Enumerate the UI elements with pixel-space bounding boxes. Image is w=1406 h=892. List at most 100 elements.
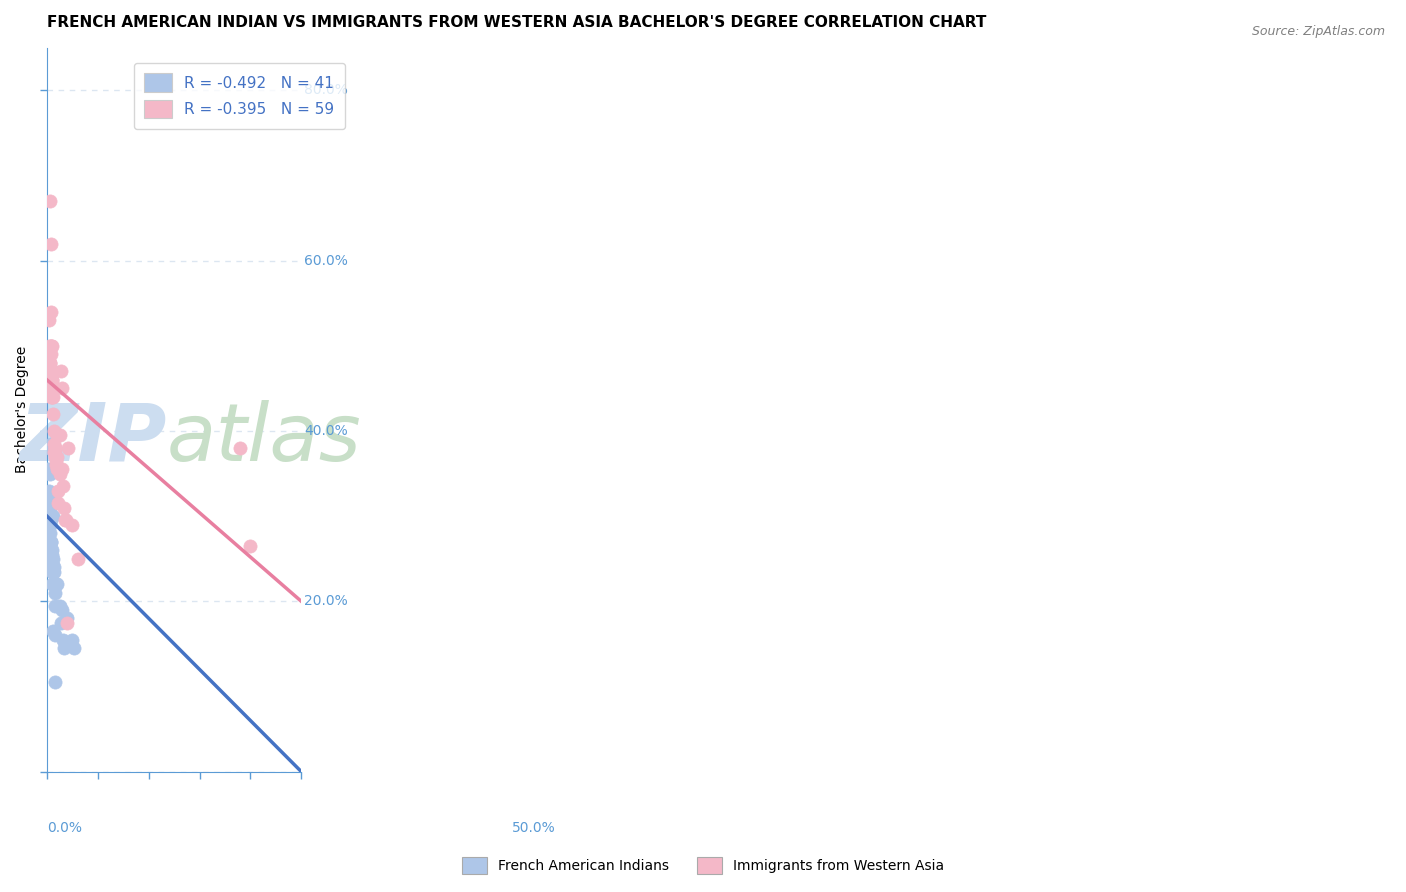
Point [46, 428, 69, 442]
Point [41, 390, 63, 404]
Point [44, 441, 66, 455]
Point [39, 194, 62, 208]
Point [52, 479, 75, 493]
Legend: French American Indians, Immigrants from Western Asia: French American Indians, Immigrants from… [456, 850, 950, 880]
Point [37, 373, 59, 387]
Point [41, 548, 63, 562]
Point [44, 675, 66, 690]
Point [42, 577, 65, 591]
Point [39, 382, 62, 396]
Point [38, 467, 60, 481]
Point [39, 305, 62, 319]
Text: atlas: atlas [166, 400, 361, 478]
Point [39, 356, 62, 370]
Point [45, 462, 67, 476]
Point [41, 543, 63, 558]
Point [39, 517, 62, 532]
Point [38, 509, 60, 524]
Point [37, 462, 59, 476]
Point [44, 445, 66, 459]
Point [51, 382, 73, 396]
Point [42, 424, 65, 438]
Point [51, 462, 73, 476]
Point [38, 526, 60, 541]
Point [39, 339, 62, 353]
Point [229, 441, 252, 455]
Point [39, 560, 62, 574]
Text: FRENCH AMERICAN INDIAN VS IMMIGRANTS FROM WESTERN ASIA BACHELOR'S DEGREE CORRELA: FRENCH AMERICAN INDIAN VS IMMIGRANTS FRO… [46, 15, 987, 30]
Point [51, 603, 73, 617]
Point [38, 313, 60, 327]
Point [44, 450, 66, 464]
Point [52, 641, 75, 656]
Point [51, 364, 73, 378]
Point [58, 441, 80, 455]
Point [44, 586, 66, 600]
Point [39, 390, 62, 404]
Point [62, 517, 84, 532]
Point [45, 577, 67, 591]
Point [42, 437, 65, 451]
Point [56, 615, 79, 630]
Point [42, 565, 65, 579]
Text: 80.0%: 80.0% [305, 84, 349, 97]
Point [51, 615, 73, 630]
Text: 60.0%: 60.0% [305, 253, 349, 268]
Point [42, 364, 65, 378]
Point [38, 356, 60, 370]
Point [45, 458, 67, 472]
Point [52, 632, 75, 647]
Point [49, 467, 72, 481]
Point [42, 565, 65, 579]
Point [46, 577, 69, 591]
Point [39, 347, 62, 361]
Point [239, 539, 262, 553]
Point [39, 373, 62, 387]
Point [55, 513, 77, 527]
Text: 50.0%: 50.0% [512, 821, 555, 835]
Point [39, 373, 62, 387]
Point [49, 599, 72, 613]
Point [41, 509, 63, 524]
Point [41, 373, 63, 387]
Point [39, 500, 62, 515]
Y-axis label: Bachelor's Degree: Bachelor's Degree [15, 346, 30, 474]
Legend: R = -0.492   N = 41, R = -0.395   N = 59: R = -0.492 N = 41, R = -0.395 N = 59 [134, 62, 344, 129]
Point [41, 407, 63, 421]
Point [56, 611, 79, 625]
Point [38, 382, 60, 396]
Point [46, 483, 69, 498]
Point [41, 565, 63, 579]
Point [66, 551, 89, 566]
Point [44, 441, 66, 455]
Point [41, 551, 63, 566]
Point [42, 577, 65, 591]
Text: ZIP: ZIP [20, 400, 166, 478]
Point [41, 556, 63, 570]
Point [41, 577, 63, 591]
Point [52, 500, 75, 515]
Point [39, 513, 62, 527]
Point [38, 382, 60, 396]
Text: 20.0%: 20.0% [305, 594, 349, 608]
Point [62, 632, 84, 647]
Point [39, 534, 62, 549]
Point [37, 347, 59, 361]
Point [38, 483, 60, 498]
Point [41, 390, 63, 404]
Point [41, 339, 63, 353]
Text: 40.0%: 40.0% [305, 424, 349, 438]
Point [46, 450, 69, 464]
Point [41, 373, 63, 387]
Point [38, 339, 60, 353]
Point [39, 534, 62, 549]
Point [44, 599, 66, 613]
Point [39, 437, 62, 451]
Text: 0.0%: 0.0% [46, 821, 82, 835]
Point [38, 347, 60, 361]
Point [41, 624, 63, 639]
Point [37, 364, 59, 378]
Point [42, 382, 65, 396]
Text: Source: ZipAtlas.com: Source: ZipAtlas.com [1251, 25, 1385, 38]
Point [39, 339, 62, 353]
